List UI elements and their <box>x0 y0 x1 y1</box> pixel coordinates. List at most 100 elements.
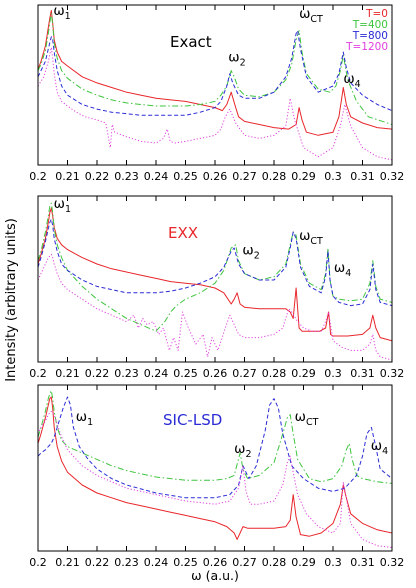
peak-label: ω1 <box>76 409 93 428</box>
peak-label-subscript: 2 <box>254 250 260 261</box>
panel-title: Exact <box>170 33 212 51</box>
series-line-2 <box>38 202 392 332</box>
x-tick-label: 0.28 <box>262 170 287 183</box>
peak-label-base: ω <box>343 71 354 87</box>
x-tick-label: 0.25 <box>173 367 198 380</box>
peak-label-subscript: 4 <box>355 79 361 90</box>
x-tick-label: 0.27 <box>232 556 257 569</box>
peak-label: ωCT <box>295 409 319 428</box>
peak-label-base: ω <box>234 441 245 457</box>
x-tick-label: 0.29 <box>291 556 316 569</box>
series-line-2 <box>38 13 392 125</box>
legend-entry: T=0 <box>365 8 388 20</box>
x-tick-label: 0.21 <box>55 367 80 380</box>
x-tick-label: 0.27 <box>232 170 257 183</box>
peak-label: ω4 <box>343 71 360 90</box>
peak-label-base: ω <box>299 6 310 22</box>
series-line-4 <box>38 410 392 548</box>
x-tick-label: 0.3 <box>324 170 342 183</box>
x-tick-label: 0.22 <box>85 367 110 380</box>
peak-label-subscript: CT <box>310 236 323 247</box>
peak-label-base: ω <box>53 3 64 19</box>
peak-label-base: ω <box>371 438 382 454</box>
peak-label: ω2 <box>234 441 251 460</box>
x-tick-label: 0.32 <box>380 367 405 380</box>
x-tick-label: 0.24 <box>144 170 169 183</box>
plot-frame <box>37 384 393 552</box>
plot-frame <box>37 4 393 166</box>
series-line-3 <box>38 396 392 499</box>
x-tick-label: 0.2 <box>29 170 47 183</box>
peak-label-subscript: CT <box>310 14 323 25</box>
series-line-3 <box>38 218 392 307</box>
x-tick-label: 0.32 <box>380 170 405 183</box>
series-group <box>38 202 392 361</box>
peak-label: ω4 <box>371 438 388 457</box>
x-tick-label: 0.26 <box>203 556 228 569</box>
x-tick-label: 0.29 <box>291 367 316 380</box>
peak-label: ω2 <box>228 49 245 68</box>
peak-label-subscript: 1 <box>65 204 71 215</box>
series-group <box>38 390 392 548</box>
x-tick-label: 0.22 <box>85 556 110 569</box>
series-group <box>38 10 392 161</box>
x-tick-label: 0.2 <box>29 367 47 380</box>
legend-entry: T=400 <box>352 19 388 31</box>
x-tick-label: 0.21 <box>55 170 80 183</box>
peak-label-subscript: CT <box>306 417 319 428</box>
panel-3: 0.2 0.21 0.22 0.23 0.24 0.25 0.26 0.27 0.28 0.29 0… <box>29 384 405 569</box>
x-tick-label: 0.24 <box>144 556 169 569</box>
series-line-3 <box>38 30 392 116</box>
x-tick-label: 0.32 <box>380 556 405 569</box>
peak-label-base: ω <box>228 49 239 65</box>
peak-label: ω1 <box>53 3 70 22</box>
peak-label-base: ω <box>334 260 345 276</box>
peak-label-subscript: 2 <box>240 57 246 68</box>
x-tick-label: 0.23 <box>114 367 139 380</box>
x-tick-label: 0.28 <box>262 556 287 569</box>
x-tick-label: 0.31 <box>350 170 375 183</box>
x-tick-label: 0.24 <box>144 367 169 380</box>
y-axis-label: Intensity (arbitrary units) <box>4 218 19 382</box>
series-line-1 <box>38 207 392 342</box>
x-tick-label: 0.31 <box>350 556 375 569</box>
plot-frame <box>37 195 393 363</box>
x-tick-label: 0.3 <box>324 367 342 380</box>
series-line-1 <box>38 10 392 136</box>
x-tick-label: 0.21 <box>55 556 80 569</box>
peak-label-subscript: 4 <box>382 446 388 457</box>
peak-label-subscript: 1 <box>87 417 93 428</box>
peak-label-base: ω <box>54 196 65 212</box>
x-tick-label: 0.26 <box>203 367 228 380</box>
peak-label-subscript: 4 <box>345 268 351 279</box>
x-tick-label: 0.26 <box>203 170 228 183</box>
x-axis-label: ω (a.u.) <box>191 568 239 583</box>
series-line-4 <box>38 47 392 161</box>
peak-label-base: ω <box>76 409 87 425</box>
panel-1: 0.2 0.21 0.22 0.23 0.24 0.25 0.26 0.27 0.28 0.29 0… <box>29 3 404 183</box>
x-tick-label: 0.23 <box>114 170 139 183</box>
peak-label: ω4 <box>334 260 351 279</box>
x-tick-label: 0.25 <box>173 556 198 569</box>
panel-2: 0.2 0.21 0.22 0.23 0.24 0.25 0.26 0.27 0.28 0.29 0… <box>29 195 405 380</box>
peak-label-subscript: 2 <box>245 449 251 460</box>
series-line-2 <box>38 390 392 484</box>
series-line-4 <box>38 253 392 361</box>
x-tick-label: 0.3 <box>324 556 342 569</box>
x-tick-label: 0.27 <box>232 367 257 380</box>
peak-label: ωCT <box>299 6 323 25</box>
panel-title: EXX <box>168 224 198 242</box>
peak-label-base: ω <box>242 242 253 258</box>
panels: 0.2 0.21 0.22 0.23 0.24 0.25 0.26 0.27 0.28 0.29 0… <box>29 3 404 569</box>
legend-entry: T=1200 <box>345 41 388 53</box>
peak-label: ωCT <box>299 228 323 247</box>
panel-title: SIC-LSD <box>163 411 222 429</box>
peak-label-base: ω <box>299 228 310 244</box>
x-tick-label: 0.23 <box>114 556 139 569</box>
series-line-1 <box>38 396 392 540</box>
peak-label: ω2 <box>242 242 259 261</box>
peak-label-base: ω <box>295 409 306 425</box>
x-tick-label: 0.25 <box>173 170 198 183</box>
peak-label-subscript: 1 <box>65 11 71 22</box>
